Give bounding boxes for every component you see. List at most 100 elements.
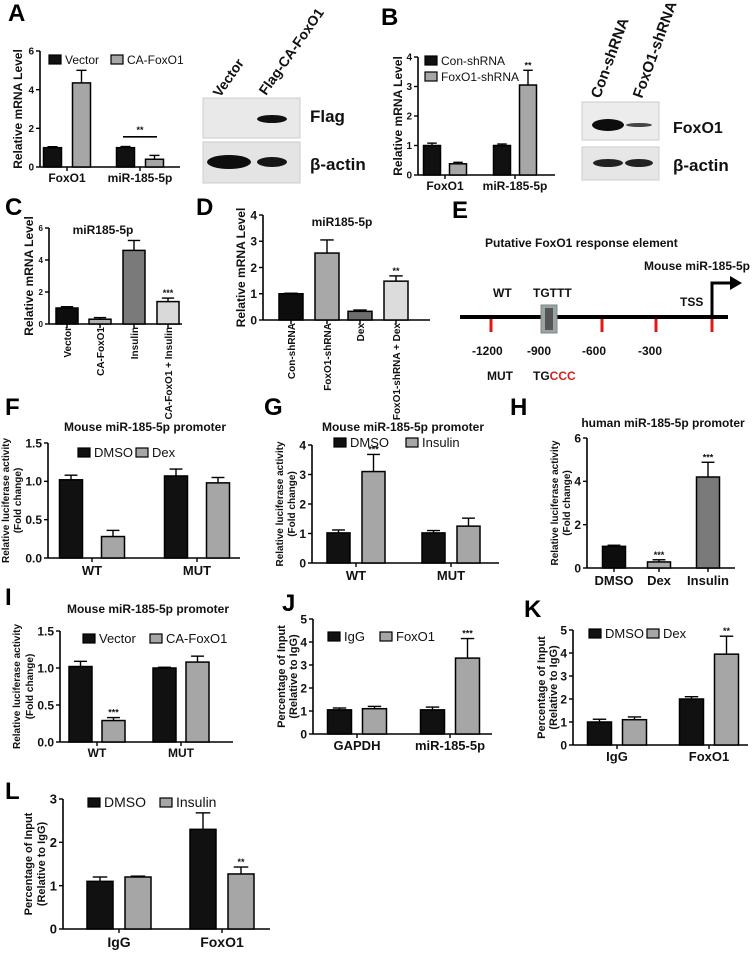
tss-arrow-icon — [710, 281, 732, 317]
y-tick-label: 3 — [299, 468, 306, 482]
legend-swatch — [424, 55, 438, 66]
significance-label: ** — [136, 125, 144, 135]
y-tick-label: 0.5 — [37, 698, 54, 712]
y-tick-label: 4 — [406, 53, 412, 64]
bar — [185, 661, 210, 743]
chart-panel-c: 0 2 4 6 Vector CA-FoxO1 Insulin CA-FoxO1 + Insu… — [22, 216, 182, 420]
bar — [71, 82, 92, 168]
position-label: -1200 — [472, 344, 503, 358]
bar — [86, 880, 114, 930]
legend-item: Dex — [135, 445, 176, 460]
legend-swatch — [48, 54, 62, 65]
legend-label: Dex — [152, 445, 176, 460]
x-tick-label: IgG — [606, 749, 628, 764]
legend-item: DMSO — [588, 626, 644, 641]
x-tick-label: WT — [82, 563, 102, 578]
y-tick-label: 6 — [28, 47, 34, 58]
y-tick-label: 1.0 — [25, 475, 42, 489]
y-tick-label: 3 — [50, 792, 57, 807]
position-label: -300 — [638, 344, 662, 358]
legend-item: Insulin — [405, 435, 460, 450]
bar — [678, 698, 705, 746]
y-axis-label: Relative mRNA Level — [234, 208, 248, 328]
significance-label: ** — [723, 626, 731, 636]
y-tick-label: 4 — [560, 646, 567, 660]
y-tick-label: 1.5 — [25, 436, 42, 450]
y-tick-label: 0 — [250, 313, 257, 327]
x-tick-label: miR-185-5p — [415, 738, 485, 753]
x-tick-label: MUT — [437, 568, 465, 583]
y-tick-label: 5 — [560, 623, 567, 637]
x-tick-label: FoxO1 — [689, 749, 729, 764]
x-tick-label: FoxO1 — [426, 179, 464, 193]
y-tick-label: 0.0 — [25, 551, 42, 565]
bar — [422, 144, 442, 176]
bar — [278, 293, 304, 321]
y-tick-label: 1.5 — [37, 624, 54, 638]
y-tick-label: 1 — [299, 527, 306, 541]
x-tick-label: MUT — [183, 563, 211, 578]
x-tick-label: WT — [346, 568, 366, 583]
bar — [115, 146, 136, 168]
y-tick-label: 0 — [300, 727, 307, 741]
y-tick-label: 2 — [574, 518, 581, 532]
legend-swatch — [159, 797, 173, 808]
y-tick-label: 1 — [406, 141, 412, 152]
bar — [55, 307, 79, 325]
legend-item: Insulin — [159, 794, 216, 810]
y-tick-label: 4 — [250, 208, 257, 222]
chart-panel-g: 0 1 2 3 4 WT *** MUT Mouse miR-185-5p promoter Re… — [275, 420, 499, 583]
panel-letter-i: I — [5, 584, 12, 611]
blot-band — [592, 119, 624, 131]
y-tick-label: 6 — [39, 224, 44, 233]
bar — [361, 707, 388, 735]
arrowhead-icon — [730, 276, 742, 290]
legend-label: Vector — [65, 53, 99, 67]
legend-swatch — [424, 71, 438, 82]
chart-title: human miR-185-5p promoter — [581, 416, 745, 430]
legend-swatch — [333, 437, 347, 448]
bar — [419, 709, 446, 735]
bar — [454, 657, 481, 735]
chart-title: miR185-5p — [312, 215, 373, 229]
chart-title: Mouse miR-185-5p promoter — [64, 420, 226, 434]
bar — [189, 828, 217, 930]
chart-panel-f: 0.0 0.5 1.0 1.5 WT MUT Mouse miR-185-5p promot… — [1, 420, 240, 578]
y-axis-label: Relative luciferase activity — [1, 438, 12, 564]
x-tick-label: IgG — [107, 934, 130, 950]
x-tick-label: MUT — [168, 746, 195, 760]
x-tick-label: FoxO1 — [200, 934, 244, 950]
blot-band — [207, 155, 251, 169]
y-tick-label: 2 — [250, 261, 257, 275]
wt-label: WT — [493, 286, 512, 300]
legend-swatch — [135, 447, 149, 458]
bar — [205, 482, 231, 559]
x-tick-label: WT — [88, 746, 107, 760]
y-tick-label: 2 — [406, 112, 412, 123]
y-tick-label: 4 — [299, 438, 306, 452]
bar — [88, 318, 112, 325]
legend-label: DMSO — [605, 626, 644, 641]
x-tick-label: Dex — [647, 573, 672, 588]
panel-letter-f: F — [5, 394, 20, 421]
blot-band — [257, 115, 287, 123]
bar — [314, 252, 340, 321]
y-tick-label: 3 — [250, 235, 257, 249]
panel-letter-j: J — [282, 590, 296, 617]
y-tick-label: 4 — [39, 256, 44, 265]
y-tick-label: 4 — [28, 85, 34, 96]
bar — [713, 653, 740, 746]
y-tick-label: 0 — [406, 171, 412, 182]
bar — [122, 249, 146, 325]
legend-swatch — [87, 797, 101, 808]
y-tick-label: 2 — [28, 124, 34, 135]
chart-title: miR185-5p — [73, 223, 134, 237]
tss-label: TSS — [680, 295, 703, 309]
blot-band — [625, 159, 653, 167]
mut-seq-changed: CCC — [550, 369, 576, 383]
y-tick-label: 1 — [560, 715, 567, 729]
position-ticks — [489, 319, 714, 332]
y-tick-label: 0 — [574, 561, 581, 575]
